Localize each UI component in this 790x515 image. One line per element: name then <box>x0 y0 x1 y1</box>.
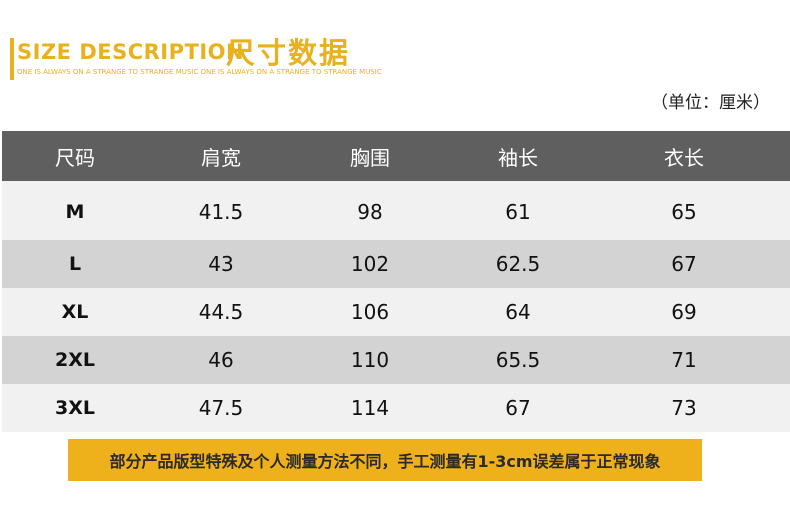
table-cell: 69 <box>671 300 697 324</box>
table-cell: 47.5 <box>198 396 244 420</box>
table-row: 2XL 46 110 65.5 71 <box>2 336 790 384</box>
table-row: 3XL 47.5 114 67 73 <box>2 384 790 432</box>
table-cell: 65 <box>671 199 697 224</box>
title-accent-bar <box>10 38 14 80</box>
table-cell: XL <box>61 301 89 323</box>
table-cell: 67 <box>671 252 697 276</box>
table-row: L 43 102 62.5 67 <box>2 240 790 288</box>
table-cell: 64 <box>505 300 531 324</box>
table-cell: 43 <box>208 252 234 276</box>
table-cell: 46 <box>208 348 234 372</box>
table-cell: 2XL <box>55 349 95 371</box>
header-cell-length: 衣长 <box>664 145 704 170</box>
header-cell-size: 尺码 <box>55 145 95 170</box>
table-cell: 73 <box>671 396 697 420</box>
table-cell: 41.5 <box>198 199 244 224</box>
table-cell: L <box>68 253 82 275</box>
table-cell: 62.5 <box>495 252 541 276</box>
header-cell-sleeve: 袖长 <box>498 145 538 170</box>
table-cell: 44.5 <box>198 300 244 324</box>
unit-label: （单位：厘米） <box>651 93 770 113</box>
header-cell-shoulder: 肩宽 <box>201 145 241 170</box>
title-english: SIZE DESCRIPTION <box>17 40 245 64</box>
table-cell: 71 <box>671 348 697 372</box>
table-cell: 3XL <box>55 397 95 419</box>
header-cell-chest: 胸围 <box>350 145 390 170</box>
table-cell: 114 <box>350 396 390 420</box>
table-row: M 41.5 98 61 65 <box>2 181 790 240</box>
table-cell: 65.5 <box>495 348 541 372</box>
table-cell: 67 <box>505 396 531 420</box>
table-cell: 106 <box>350 300 390 324</box>
table-cell: M <box>65 200 85 223</box>
table-cell: 102 <box>350 252 390 276</box>
tagline: ONE IS ALWAYS ON A STRANGE TO STRANGE MU… <box>17 68 382 76</box>
table-header-row: 尺码 肩宽 胸围 袖长 衣长 <box>2 131 790 181</box>
measurement-notice: 部分产品版型特殊及个人测量方法不同，手工测量有1-3cm误差属于正常现象 <box>68 439 702 481</box>
table-row: XL 44.5 106 64 69 <box>2 288 790 336</box>
size-table: 尺码 肩宽 胸围 袖长 衣长 M 41.5 98 61 65 L 43 102 … <box>2 131 790 432</box>
table-cell: 110 <box>350 348 390 372</box>
table-cell: 61 <box>505 199 531 224</box>
table-cell: 98 <box>357 199 383 224</box>
title-chinese: 尺寸数据 <box>226 36 351 70</box>
